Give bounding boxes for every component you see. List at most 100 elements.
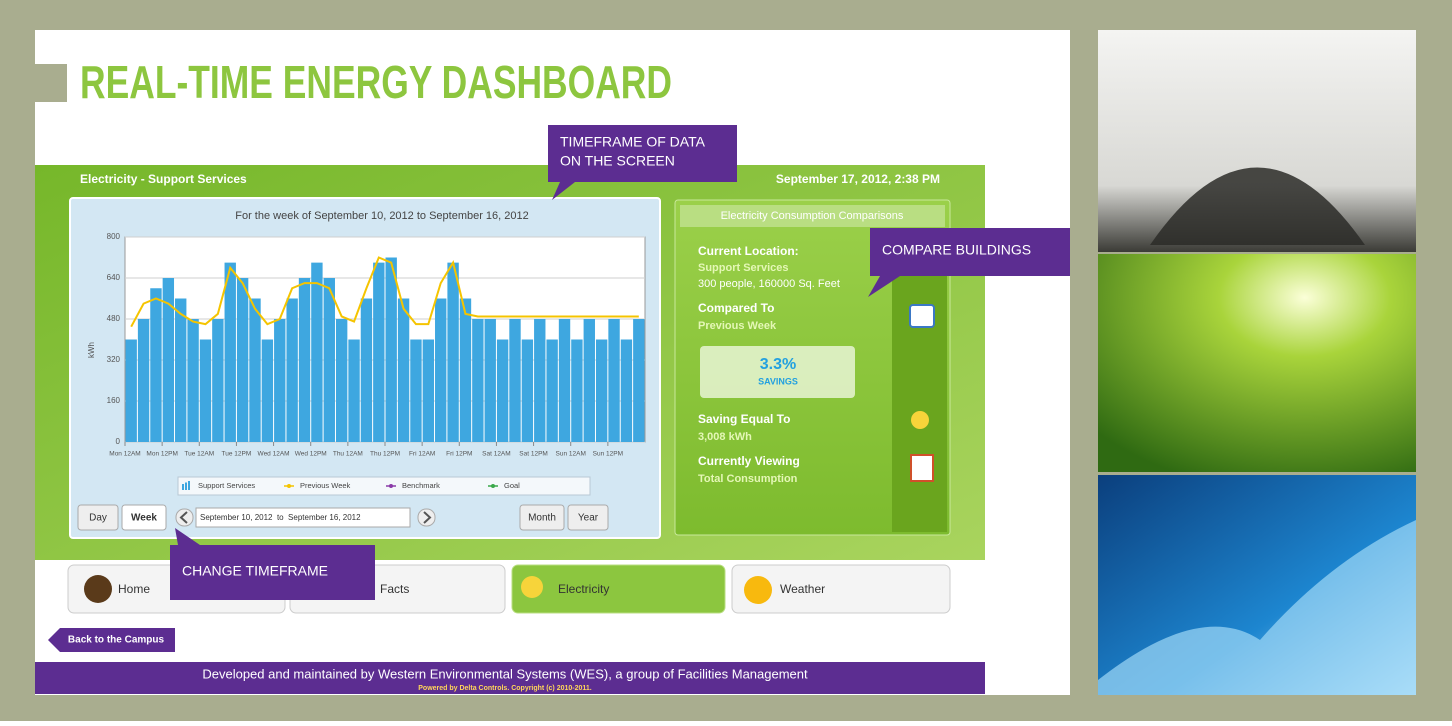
legend-swatch (182, 484, 184, 490)
bar (608, 319, 619, 442)
callout-timeframe-line2: ON THE SCREEN (560, 153, 675, 169)
bar (509, 319, 520, 442)
weather-icon (744, 576, 772, 604)
bar (559, 319, 570, 442)
footer-line1: Developed and maintained by Western Envi… (202, 666, 808, 681)
y-tick-label: 800 (107, 232, 121, 241)
bar (150, 288, 161, 442)
x-tick-label: Mon 12PM (146, 451, 177, 458)
x-tick-label: Tue 12AM (184, 451, 214, 458)
bar (249, 299, 260, 443)
dashboard-screenshot: REAL-TIME ENERGY DASHBOARD Electricity -… (0, 0, 1452, 721)
legend-label: Previous Week (300, 481, 351, 490)
section-title: Electricity - Support Services (80, 172, 247, 186)
bar (262, 340, 273, 443)
bar (286, 299, 297, 443)
x-tick-label: Wed 12AM (258, 451, 290, 458)
bar (546, 340, 557, 443)
bar (447, 263, 458, 442)
legend-swatch (287, 484, 291, 488)
bar (361, 299, 372, 443)
bar (410, 340, 421, 443)
y-axis-label: kWh (87, 342, 96, 358)
nav-facts-label: Facts (380, 582, 409, 596)
bar (621, 340, 632, 443)
month-button-label: Month (528, 513, 556, 524)
callout-compare-text: COMPARE BUILDINGS (882, 242, 1031, 258)
bar (187, 319, 198, 442)
bar (435, 299, 446, 443)
calendar-icon[interactable] (910, 305, 934, 327)
nav-home-label: Home (118, 582, 150, 596)
x-tick-label: Thu 12PM (370, 451, 400, 458)
legend-label: Support Services (198, 481, 255, 490)
location-label: Current Location: (698, 244, 799, 258)
x-tick-label: Mon 12AM (109, 451, 140, 458)
legend-label: Benchmark (402, 481, 440, 490)
bar (386, 258, 397, 443)
callout-change-text: CHANGE TIMEFRAME (182, 563, 328, 579)
back-label: Back to the Campus (68, 635, 165, 646)
legend-label: Goal (504, 481, 520, 490)
y-tick-label: 640 (107, 273, 121, 282)
footer-line2: Powered by Delta Controls. Copyright (c)… (418, 685, 592, 692)
bar (299, 278, 310, 442)
legend-swatch (185, 483, 187, 491)
next-button[interactable] (418, 509, 435, 526)
nav-electricity[interactable] (512, 565, 725, 613)
bar (126, 340, 137, 443)
title-marker (35, 64, 67, 102)
report-icon[interactable] (911, 455, 933, 481)
prev-button[interactable] (176, 509, 193, 526)
comparisons-title: Electricity Consumption Comparisons (721, 210, 904, 222)
icon-strip (892, 232, 947, 532)
location: Support Services (698, 262, 788, 274)
equal: 3,008 kWh (698, 431, 752, 443)
bar (584, 319, 595, 442)
bar (324, 278, 335, 442)
home-icon (84, 575, 112, 603)
x-tick-label: Sun 12AM (556, 451, 586, 458)
bar (571, 340, 582, 443)
bulb-icon[interactable] (911, 411, 929, 429)
bar (225, 263, 236, 442)
bar (596, 340, 607, 443)
bar (472, 319, 483, 442)
compared: Previous Week (698, 320, 777, 332)
legend-swatch (389, 484, 393, 488)
bar (138, 319, 149, 442)
savings-value: 3.3% (760, 356, 796, 373)
bar (373, 263, 384, 442)
nav-electricity-label: Electricity (558, 582, 609, 596)
bar (460, 299, 471, 443)
bar (175, 299, 186, 443)
bar (200, 340, 211, 443)
legend-swatch (188, 481, 190, 490)
page-title: REAL-TIME ENERGY DASHBOARD (80, 56, 672, 108)
y-tick-label: 0 (116, 437, 121, 446)
bar (633, 319, 644, 442)
year-button-label: Year (578, 513, 599, 524)
x-tick-label: Wed 12PM (295, 451, 327, 458)
viewing-label: Currently Viewing (698, 454, 800, 468)
page: REAL-TIME ENERGY DASHBOARD Electricity -… (0, 0, 1452, 721)
bar (423, 340, 434, 443)
bar (237, 278, 248, 442)
x-tick-label: Fri 12AM (409, 451, 435, 458)
x-tick-label: Fri 12PM (446, 451, 472, 458)
callout-timeframe-line1: TIMEFRAME OF DATA (560, 134, 706, 150)
bar (348, 340, 359, 443)
equal-label: Saving Equal To (698, 412, 790, 426)
y-tick-label: 320 (107, 355, 121, 364)
x-tick-label: Sun 12PM (593, 451, 623, 458)
week-button-label: Week (131, 513, 157, 524)
x-tick-label: Tue 12PM (222, 451, 252, 458)
chart-title: For the week of September 10, 2012 to Se… (235, 210, 529, 222)
day-button-label: Day (89, 513, 107, 524)
bar (311, 263, 322, 442)
bar (534, 319, 545, 442)
x-tick-label: Sat 12AM (482, 451, 511, 458)
bar (485, 319, 496, 442)
bar (274, 319, 285, 442)
bar (522, 340, 533, 443)
